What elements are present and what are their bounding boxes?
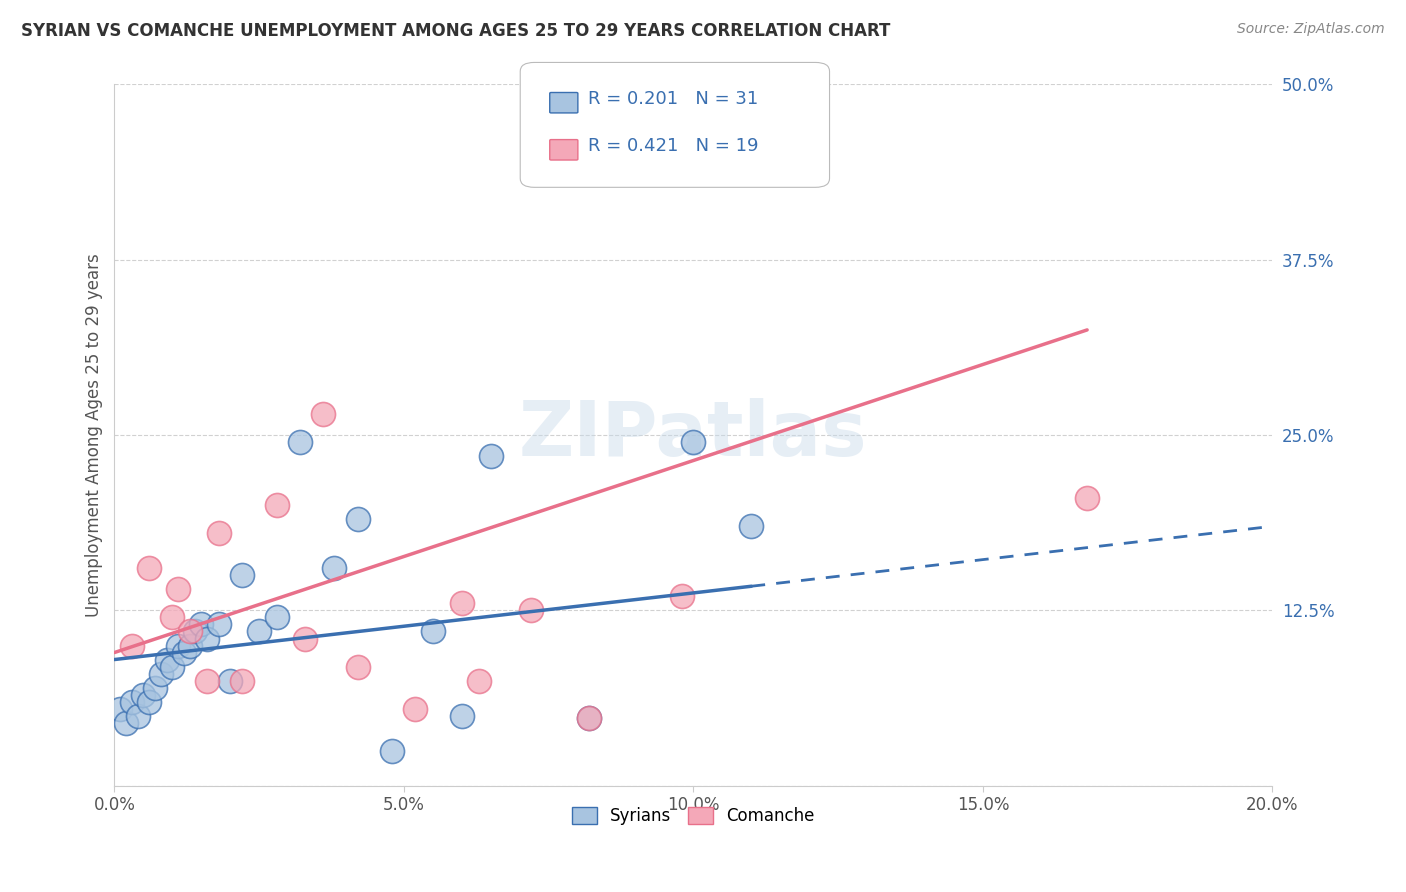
Point [294, 632, 316, 646]
Point [108, 701, 131, 715]
Text: R = 0.201   N = 31: R = 0.201 N = 31 [588, 90, 758, 108]
Point [207, 617, 229, 632]
Point [381, 744, 404, 758]
Point [346, 512, 368, 526]
Point [115, 715, 138, 730]
Point [323, 561, 346, 575]
Point [179, 639, 201, 653]
Point [346, 659, 368, 673]
Point [740, 519, 762, 533]
Text: Source: ZipAtlas.com: Source: ZipAtlas.com [1237, 22, 1385, 37]
Text: SYRIAN VS COMANCHE UNEMPLOYMENT AMONG AGES 25 TO 29 YEARS CORRELATION CHART: SYRIAN VS COMANCHE UNEMPLOYMENT AMONG AG… [21, 22, 890, 40]
Text: R = 0.421   N = 19: R = 0.421 N = 19 [588, 136, 758, 154]
Point [578, 711, 600, 725]
Point [155, 652, 177, 666]
Point [195, 673, 218, 688]
Point [247, 624, 270, 639]
Point [520, 603, 543, 617]
Point [207, 526, 229, 541]
Point [288, 435, 311, 450]
Point [138, 695, 160, 709]
Point [450, 708, 472, 723]
Point [578, 711, 600, 725]
Legend: Syrians, Comanche: Syrians, Comanche [564, 798, 824, 833]
Point [143, 681, 166, 695]
Point [682, 435, 704, 450]
Y-axis label: Unemployment Among Ages 25 to 29 years: Unemployment Among Ages 25 to 29 years [86, 253, 103, 617]
Point [184, 624, 207, 639]
Point [167, 639, 190, 653]
Point [405, 701, 427, 715]
Point [312, 407, 335, 421]
Point [671, 590, 693, 604]
Point [219, 673, 242, 688]
Point [266, 498, 288, 512]
Point [179, 624, 201, 639]
Point [468, 673, 491, 688]
Point [127, 708, 149, 723]
Text: ZIPatlas: ZIPatlas [519, 398, 868, 472]
Point [422, 624, 444, 639]
Point [121, 695, 143, 709]
Point [138, 561, 160, 575]
Point [149, 666, 172, 681]
Point [450, 596, 472, 610]
Point [479, 449, 502, 463]
Point [231, 673, 253, 688]
Point [231, 568, 253, 582]
Point [195, 632, 218, 646]
Point [121, 639, 143, 653]
Point [266, 610, 288, 624]
Point [190, 617, 212, 632]
Point [162, 659, 184, 673]
Point [162, 610, 184, 624]
Point [173, 646, 195, 660]
Point [132, 688, 155, 702]
Point [167, 582, 190, 597]
Point [1076, 491, 1098, 506]
